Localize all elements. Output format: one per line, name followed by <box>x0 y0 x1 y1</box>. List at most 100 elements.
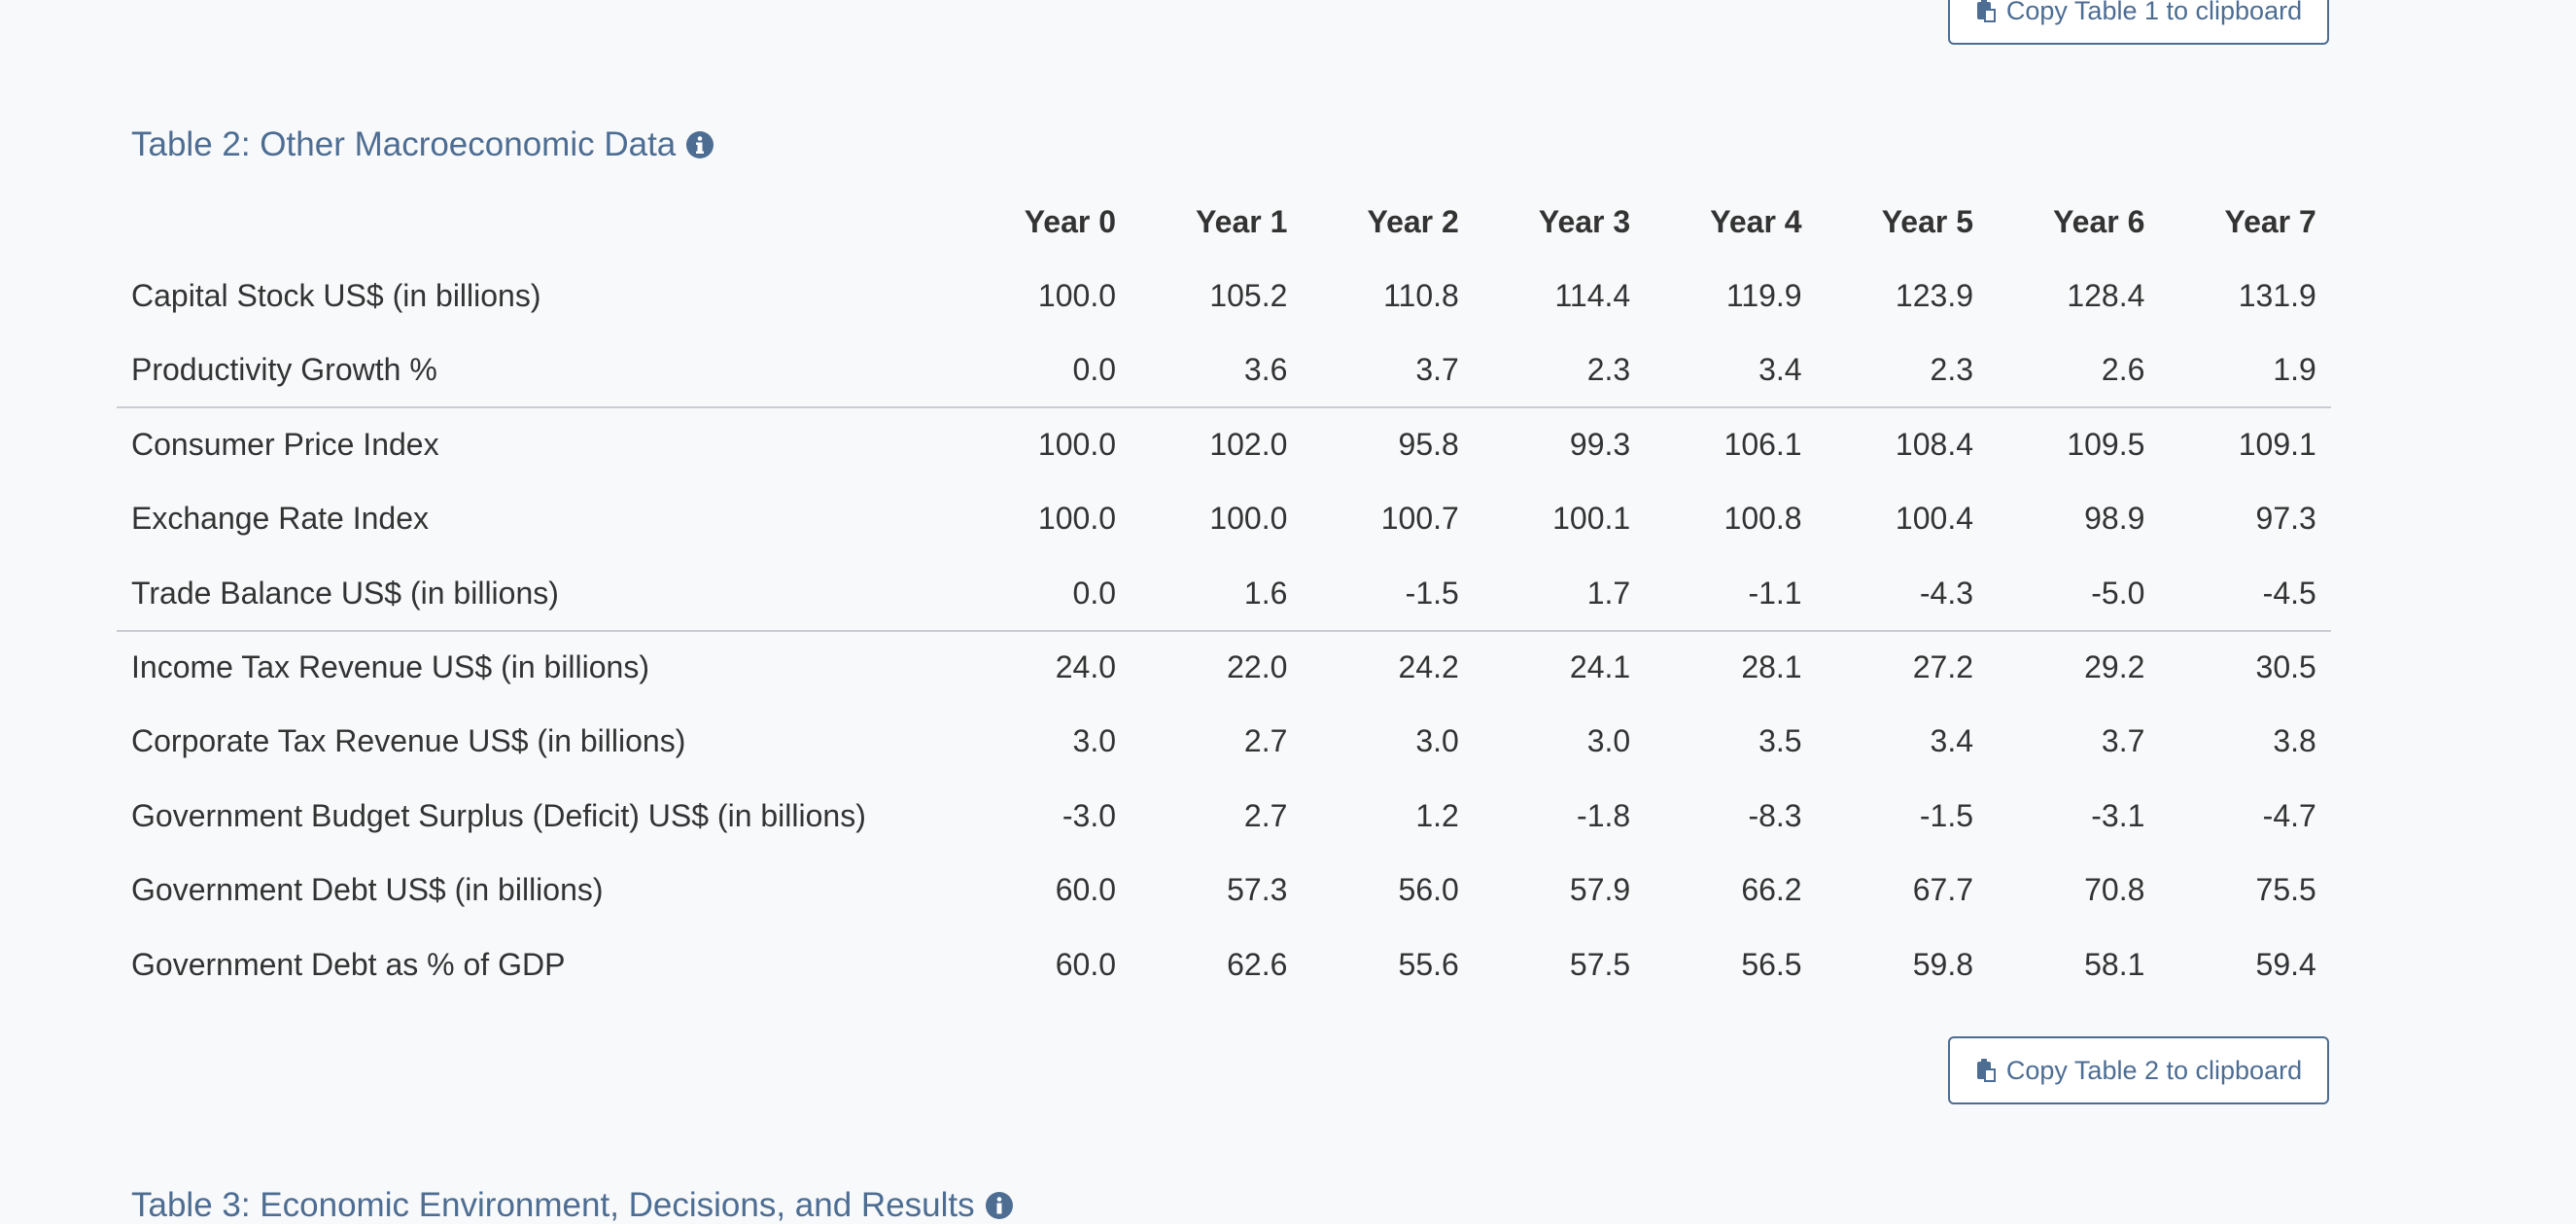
cell-value: 114.4 <box>1554 278 1631 313</box>
title-text: Table 2: Other Macroeconomic Data <box>131 125 677 163</box>
cell-value: 70.8 <box>2084 872 2145 908</box>
table-title: Table 2: Other Macroeconomic Data <box>131 127 714 161</box>
cell-value: 102.0 <box>1209 426 1288 462</box>
title-text: Table 3: Economic Environment, Decisions… <box>131 1186 975 1224</box>
cell-value: 3.0 <box>1586 723 1631 759</box>
cell-value: 56.0 <box>1398 872 1459 908</box>
cell-value: 3.4 <box>1930 723 1973 759</box>
cell-value: 2.3 <box>1930 352 1973 388</box>
row-label: Trade Balance US$ (in billions) <box>131 575 559 611</box>
cell-value: 100.1 <box>1552 501 1631 537</box>
cell-value: 3.7 <box>2101 723 2145 759</box>
info-icon[interactable] <box>685 130 714 159</box>
column-header: Year 6 <box>2053 204 2145 239</box>
cell-value: 100.8 <box>1723 501 1802 537</box>
cell-value: -3.1 <box>2091 797 2145 833</box>
cell-value: 58.1 <box>2084 946 2145 982</box>
cell-value: 100.7 <box>1380 501 1459 537</box>
cell-value: 22.0 <box>1227 649 1288 684</box>
cell-value: 2.3 <box>1586 352 1631 388</box>
cell-value: -1.5 <box>1405 575 1459 611</box>
cell-value: 99.3 <box>1569 426 1631 462</box>
cell-value: 95.8 <box>1398 426 1459 462</box>
cell-value: 128.4 <box>2067 278 2145 313</box>
cell-value: 30.5 <box>2255 649 2316 684</box>
cell-value: 100.4 <box>1895 501 1973 537</box>
cell-value: 3.0 <box>1415 723 1459 759</box>
next-table-title: Table 3: Economic Environment, Decisions… <box>131 1188 1014 1222</box>
cell-value: 57.3 <box>1227 872 1288 908</box>
cell-value: 3.8 <box>2273 723 2316 759</box>
cell-value: 100.0 <box>1209 501 1288 537</box>
cell-value: 66.2 <box>1741 872 1802 908</box>
row-label: Capital Stock US$ (in billions) <box>131 278 541 313</box>
cell-value: -1.8 <box>1577 797 1631 833</box>
cell-value: 108.4 <box>1895 426 1973 462</box>
cell-value: 24.0 <box>1055 649 1116 684</box>
row-label: Income Tax Revenue US$ (in billions) <box>131 649 649 684</box>
cell-value: 59.4 <box>2255 946 2316 982</box>
cell-value: 24.2 <box>1398 649 1459 684</box>
cell-value: 1.2 <box>1415 797 1459 833</box>
group-divider <box>117 630 2331 632</box>
cell-value: 3.6 <box>1243 352 1288 388</box>
cell-value: -3.0 <box>1062 797 1116 833</box>
cell-value: 109.1 <box>2238 426 2316 462</box>
row-label: Consumer Price Index <box>131 426 439 462</box>
cell-value: 2.7 <box>1243 797 1288 833</box>
cell-value: 57.5 <box>1569 946 1631 982</box>
copy-table-2-button[interactable]: Copy Table 2 to clipboard <box>1948 1036 2329 1104</box>
cell-value: 59.8 <box>1912 946 1973 982</box>
cell-value: 3.5 <box>1758 723 1802 759</box>
cell-value: 1.9 <box>2273 352 2316 388</box>
column-header: Year 0 <box>1024 204 1116 239</box>
cell-value: 131.9 <box>2238 278 2316 313</box>
column-header: Year 3 <box>1538 204 1631 239</box>
cell-value: -4.7 <box>2262 797 2316 833</box>
cell-value: 100.0 <box>1037 501 1116 537</box>
cell-value: 2.6 <box>2101 352 2145 388</box>
cell-value: 2.7 <box>1243 723 1288 759</box>
cell-value: 97.3 <box>2255 501 2316 537</box>
cell-value: 100.0 <box>1037 278 1116 313</box>
cell-value: 0.0 <box>1072 575 1116 611</box>
cell-value: -4.5 <box>2262 575 2316 611</box>
clipboard-icon <box>1976 1059 1996 1082</box>
cell-value: 0.0 <box>1072 352 1116 388</box>
cell-value: 75.5 <box>2255 872 2316 908</box>
column-header: Year 4 <box>1710 204 1802 239</box>
cell-value: -4.3 <box>1919 575 1973 611</box>
cell-value: 60.0 <box>1055 946 1116 982</box>
cell-value: 55.6 <box>1398 946 1459 982</box>
info-icon[interactable] <box>985 1191 1014 1220</box>
cell-value: 98.9 <box>2084 501 2145 537</box>
row-label: Government Debt as % of GDP <box>131 946 566 982</box>
copy-table-1-button[interactable]: Copy Table 1 to clipboard <box>1948 0 2329 45</box>
cell-value: 3.0 <box>1072 723 1116 759</box>
cell-value: 67.7 <box>1912 872 1973 908</box>
cell-value: 109.5 <box>2067 426 2145 462</box>
cell-value: -8.3 <box>1748 797 1802 833</box>
cell-value: 1.6 <box>1243 575 1288 611</box>
column-header: Year 2 <box>1367 204 1459 239</box>
row-label: Government Debt US$ (in billions) <box>131 872 604 908</box>
clipboard-icon <box>1976 0 1996 22</box>
cell-value: 100.0 <box>1037 426 1116 462</box>
cell-value: -1.5 <box>1919 797 1973 833</box>
group-divider <box>117 406 2331 408</box>
button-label: Copy Table 1 to clipboard <box>2005 0 2303 25</box>
button-label: Copy Table 2 to clipboard <box>2005 1055 2303 1085</box>
cell-value: 27.2 <box>1912 649 1973 684</box>
cell-value: 123.9 <box>1895 278 1973 313</box>
row-label: Productivity Growth % <box>131 352 437 388</box>
cell-value: 60.0 <box>1055 872 1116 908</box>
cell-value: 106.1 <box>1723 426 1802 462</box>
column-header: Year 7 <box>2224 204 2316 239</box>
row-label: Government Budget Surplus (Deficit) US$ … <box>131 797 866 833</box>
row-label: Corporate Tax Revenue US$ (in billions) <box>131 723 686 759</box>
cell-value: 3.4 <box>1758 352 1802 388</box>
cell-value: 29.2 <box>2084 649 2145 684</box>
cell-value: 110.8 <box>1383 278 1459 313</box>
cell-value: 105.2 <box>1209 278 1288 313</box>
